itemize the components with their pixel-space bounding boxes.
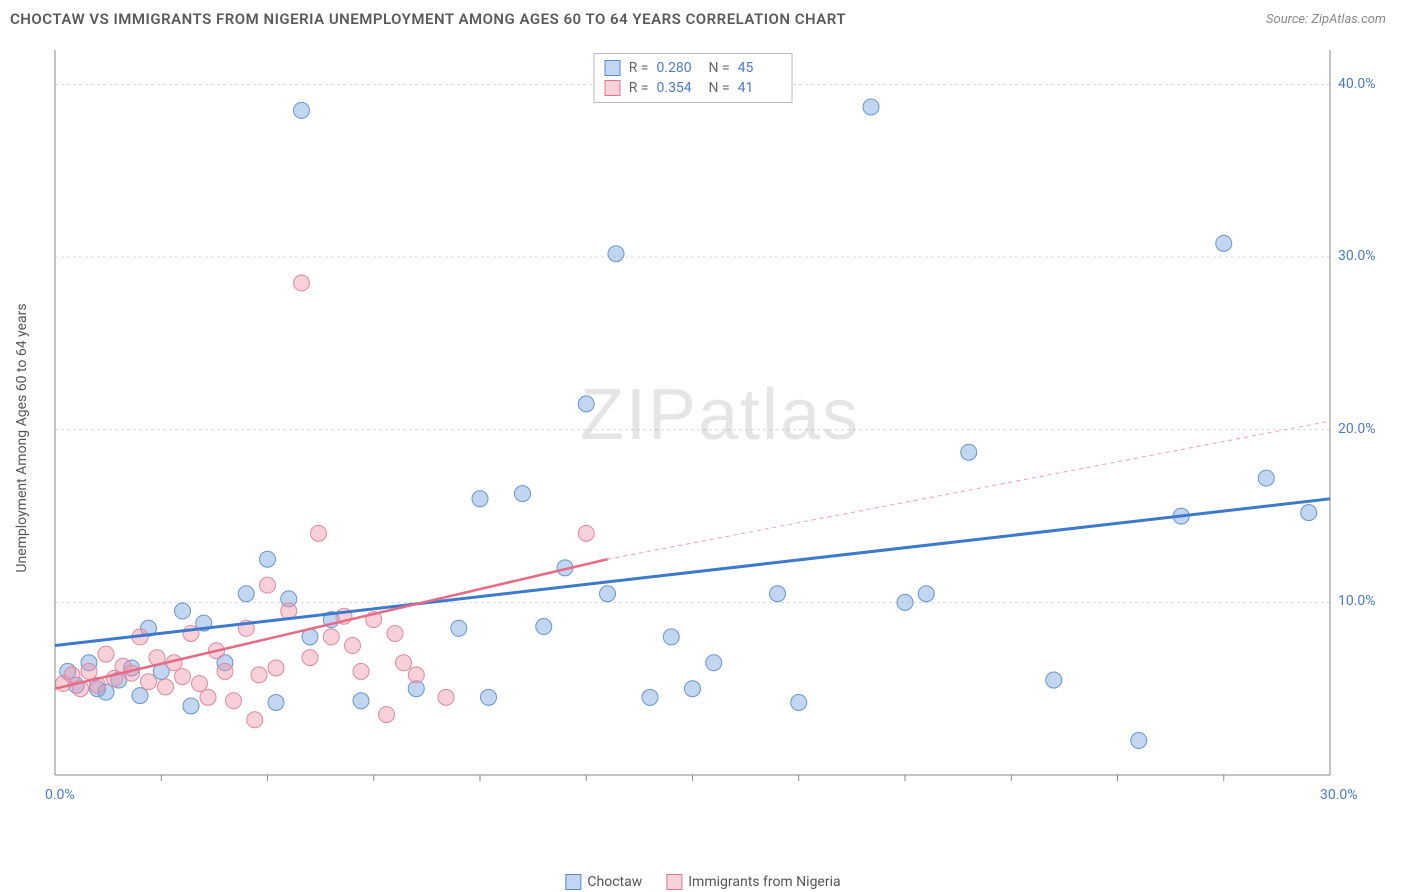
chart-title: CHOCTAW VS IMMIGRANTS FROM NIGERIA UNEMP… (10, 10, 846, 28)
stats-row-nigeria: R = 0.354 N = 41 (605, 78, 782, 98)
y-tick-label: 20.0% (1338, 421, 1376, 437)
legend-item-choctaw: Choctaw (565, 874, 642, 890)
n-value: 45 (738, 60, 782, 76)
y-tick-label: 10.0% (1338, 593, 1376, 609)
scatter-plot (50, 45, 1390, 815)
swatch-icon (565, 874, 581, 890)
chart-area: Unemployment Among Ages 60 to 64 years Z… (50, 45, 1390, 815)
bottom-legend: Choctaw Immigrants from Nigeria (565, 874, 840, 890)
stats-row-choctaw: R = 0.280 N = 45 (605, 58, 782, 78)
stats-legend: R = 0.280 N = 45 R = 0.354 N = 41 (594, 53, 793, 103)
n-value: 41 (738, 80, 782, 96)
source-label: Source: ZipAtlas.com (1266, 12, 1386, 27)
x-tick-label: 0.0% (45, 787, 75, 803)
r-value: 0.354 (657, 80, 701, 96)
x-tick-label: 30.0% (1320, 787, 1358, 803)
y-tick-label: 40.0% (1338, 76, 1376, 92)
swatch-icon (605, 60, 621, 76)
swatch-icon (605, 80, 621, 96)
legend-item-nigeria: Immigrants from Nigeria (666, 874, 840, 890)
y-tick-label: 30.0% (1338, 248, 1376, 264)
r-value: 0.280 (657, 60, 701, 76)
swatch-icon (666, 874, 682, 890)
chart-header: CHOCTAW VS IMMIGRANTS FROM NIGERIA UNEMP… (0, 0, 1406, 33)
y-axis-label: Unemployment Among Ages 60 to 64 years (14, 303, 30, 572)
